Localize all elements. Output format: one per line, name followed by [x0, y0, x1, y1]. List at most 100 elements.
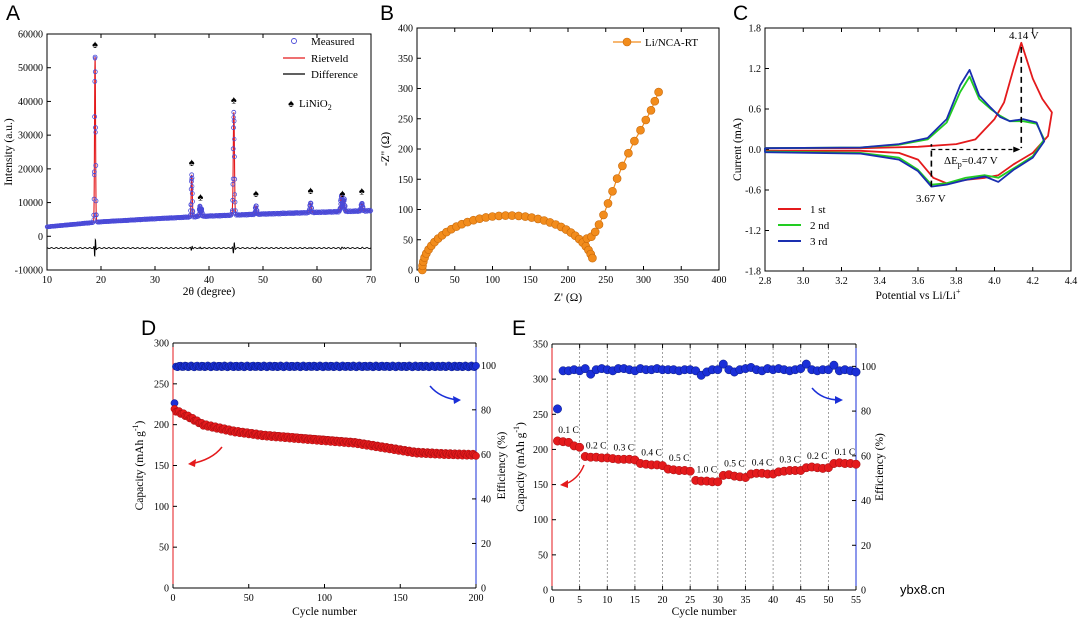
panel-e-xtick-label: 25 — [685, 595, 695, 606]
panel-e-efficiency-point — [829, 360, 839, 370]
panel-c-label: C — [733, 2, 748, 25]
panel-e-capacity-point — [685, 466, 695, 476]
panel-d-ylabel-right: Efficiency (%) — [496, 431, 508, 499]
panel-a-measured-point — [232, 176, 238, 182]
panel-a-measured-point — [343, 208, 349, 214]
panel-b-ytick-label: 350 — [398, 54, 413, 65]
panel-a-measured-point — [190, 212, 196, 218]
panel-b-point — [594, 220, 604, 229]
panel-e-rate-label: 0.4 C — [752, 458, 773, 468]
panel-d-ytick-label: 250 — [154, 379, 169, 390]
panel-a-ytick-label: 30000 — [18, 131, 43, 142]
panel-a-measured-point — [368, 209, 373, 214]
panel-e-xtick-label: 0 — [550, 595, 555, 606]
panel-e-xlabel: Cycle number — [672, 606, 737, 618]
panel-d-capacity-arrowhead — [188, 459, 196, 467]
panel-a-measured-point — [230, 146, 236, 152]
panel-d-label: D — [141, 317, 156, 340]
panel-e-efficiency-point — [718, 359, 728, 369]
panel-e-ytick-label: 300 — [533, 375, 548, 386]
panel-e-rate-label: 0.5 C — [724, 460, 745, 470]
panel-d-ylabel-end: ) — [134, 420, 146, 424]
panel-c-red-label: 3.67 V — [916, 193, 946, 205]
panel-a-measured-point — [92, 69, 98, 75]
panel-a-measured-point — [254, 207, 260, 213]
panel-d-ytick-right-label: 80 — [481, 405, 491, 416]
panel-e-xtick-label: 15 — [630, 595, 640, 606]
panel-a-phase-marker: ♠ — [92, 39, 98, 51]
plot-frame — [764, 27, 1072, 272]
panel-d: D0 50 100 150 200050100150200250300020406080… — [131, 317, 508, 618]
panel-e-efficiency-point — [580, 364, 590, 374]
panel-a-measured-point — [341, 196, 347, 202]
panel-b-ytick-label: 50 — [403, 235, 413, 246]
panel-e-xtick-label: 55 — [851, 595, 861, 606]
panel-c-xtick-label: 3.6 — [912, 276, 925, 287]
panel-b-ylabel: -Z'' (Ω) — [380, 132, 392, 166]
panel-a-ytick-label: -10000 — [15, 266, 43, 277]
panel-d-ytick-label: 100 — [154, 502, 169, 513]
panel-d-xtick-label: 100 — [317, 593, 332, 604]
panel-b-ytick-label: 100 — [398, 205, 413, 216]
panel-c-xtick-label: 4.4 — [1065, 276, 1078, 287]
panel-a-measured-point — [93, 198, 99, 204]
panel-b-xtick-label: 350 — [674, 275, 689, 286]
panel-e-ytick-right-label: 100 — [861, 362, 876, 373]
panel-c-ylabel: Current (mA) — [732, 118, 744, 181]
panel-d-xtick-label: 0 — [171, 593, 176, 604]
panel-e-xtick-label: 10 — [602, 595, 612, 606]
panel-b-xlabel: Z' (Ω) — [554, 292, 582, 304]
legend-difference-label: Difference — [311, 69, 358, 81]
panel-a-measured-point — [309, 209, 315, 215]
panel-e-xtick-label: 40 — [768, 595, 778, 606]
panel-b-point — [646, 106, 656, 115]
panel-e-ytick-right-label: 40 — [861, 496, 871, 507]
panel-a-ytick-label: 50000 — [18, 63, 43, 74]
panel-c-ytick-label: -1.2 — [745, 226, 761, 237]
panel-a-rietveld-line — [47, 57, 371, 228]
legend-rietveld-label: Rietveld — [311, 53, 349, 65]
panel-c-delta-arrowhead — [1013, 146, 1021, 153]
panel-e: E0 5 10 15 20 25 30 35 40 45 50 5505010015020025030… — [512, 317, 886, 618]
panel-c-series-1 — [764, 41, 1053, 185]
panel-a-measured-point — [189, 172, 195, 178]
panel-c-ytick-label: 1.2 — [749, 64, 762, 75]
panel-a-measured-point — [189, 175, 195, 181]
panel-d-xtick-label: 150 — [393, 593, 408, 604]
panel-a-ytick-label: 20000 — [18, 164, 43, 175]
panel-a-phase-marker: ♠ — [308, 185, 314, 197]
panel-d-ylabel-left: Capacity (mAh g-1) — [131, 420, 146, 510]
panel-a-measured-point — [190, 199, 195, 205]
panel-b-ytick-label: 150 — [398, 175, 413, 186]
panel-b-xtick-label: 400 — [712, 275, 727, 286]
panel-a-measured-point — [232, 208, 238, 214]
panel-e-ytick-right-label: 80 — [861, 407, 871, 418]
panel-a-measured-point — [189, 178, 194, 184]
panel-c-delta-sub: p — [958, 160, 962, 169]
panel-b-point — [603, 199, 613, 208]
panel-a-xtick-label: 50 — [258, 275, 268, 286]
panel-a-label: A — [6, 2, 20, 25]
panel-a-measured-point — [187, 212, 193, 218]
panel-a-ytick-label: 60000 — [18, 30, 43, 41]
panel-e-ytick-right-label: 60 — [861, 451, 871, 462]
panel-b-line — [421, 91, 660, 271]
panel-b-ytick-label: 300 — [398, 84, 413, 95]
panel-a-phase-marker: ♠ — [339, 188, 345, 200]
panel-b-point — [618, 161, 627, 171]
panel-a-measured-point — [92, 54, 98, 60]
panel-e-capacity-point — [713, 477, 723, 487]
panel-e-capacity-arrowhead — [560, 480, 568, 488]
panel-d-ytick-label: 0 — [164, 584, 169, 595]
panel-c-legend-label-2: 2 nd — [810, 220, 830, 232]
panel-a-measured-series — [44, 54, 374, 230]
panel-a-legend: Measured Rietveld Difference ♠ LiNiO2 — [283, 36, 358, 112]
panel-e-ytick-label: 150 — [533, 480, 548, 491]
panel-c-xtick-label: 4.2 — [1027, 276, 1040, 287]
panel-e-rate-label: 0.3 C — [614, 444, 635, 454]
panel-a-measured-point — [229, 208, 235, 214]
panel-a-measured-point — [91, 217, 96, 222]
panel-e-ytick-label: 50 — [538, 550, 548, 561]
panel-d-xtick-label: 200 — [469, 593, 484, 604]
panel-b-xtick-label: 300 — [636, 275, 651, 286]
